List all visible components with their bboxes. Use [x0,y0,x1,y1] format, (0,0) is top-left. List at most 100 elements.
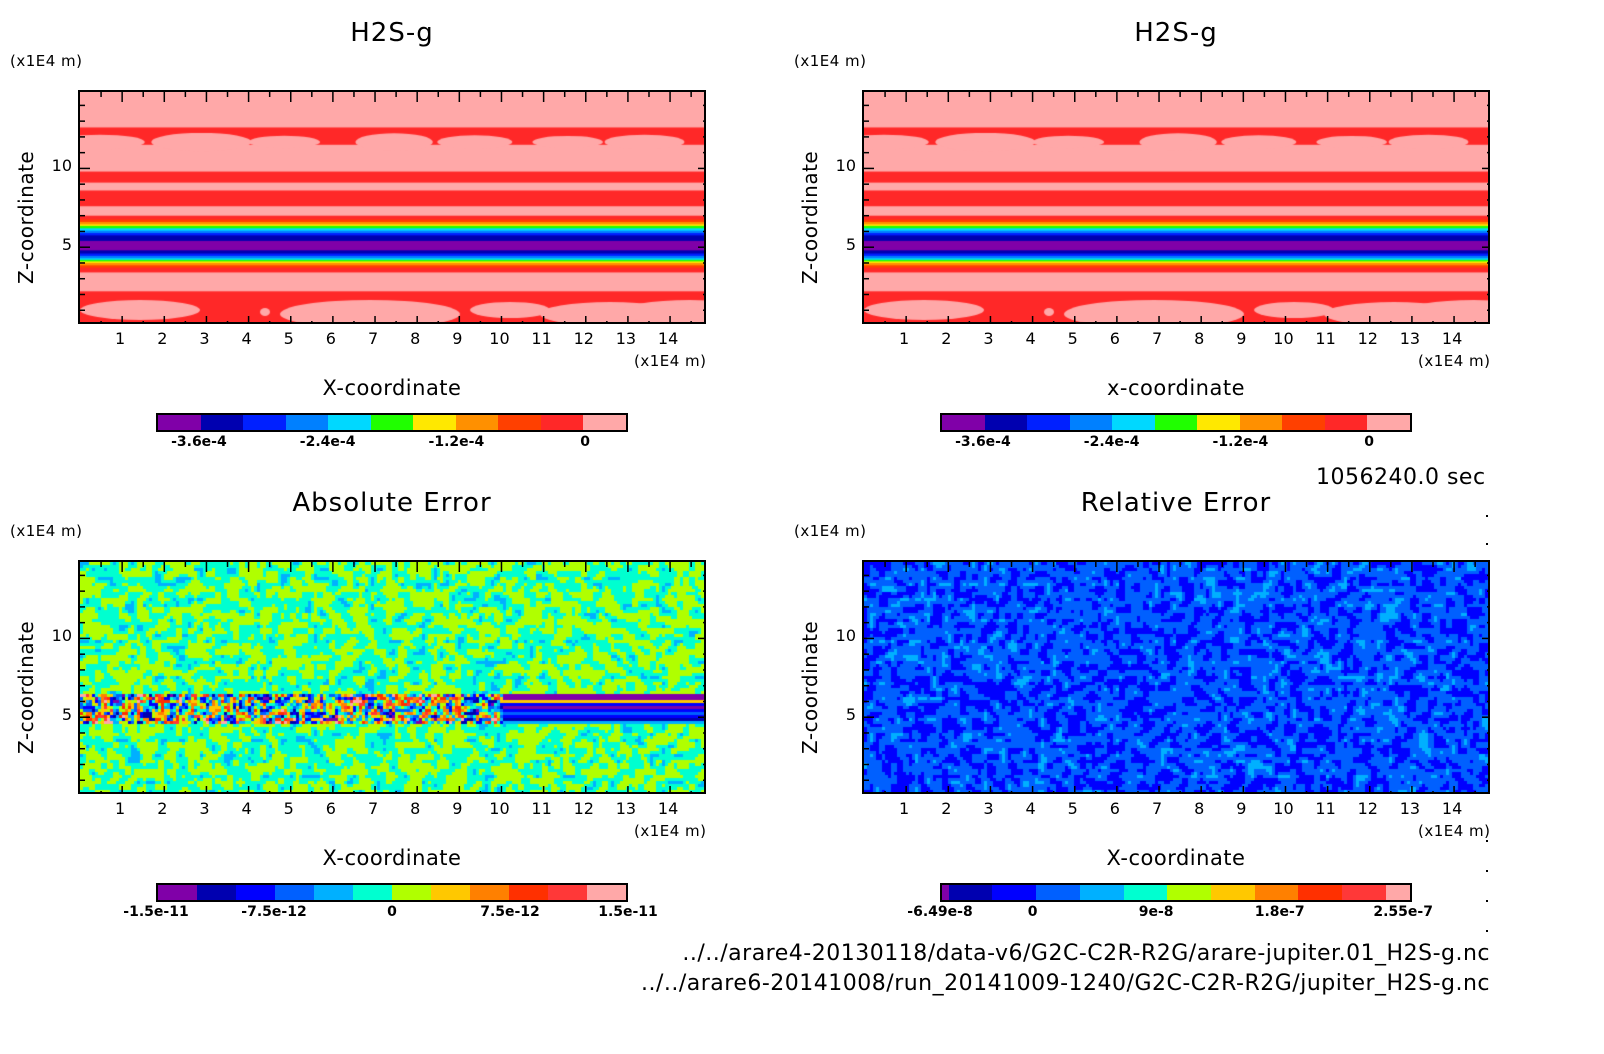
marker-dot [1486,870,1488,872]
y-tick-label: 5 [845,235,856,255]
x-unit-label: (x1E4 m) [1418,352,1491,370]
colorbar-swatch [984,415,1028,430]
y-unit-label: (x1E4 m) [794,52,867,70]
y-unit-label: (x1E4 m) [794,522,867,540]
colorbar-tick-label: 0 [1364,434,1374,450]
contour-field [864,562,1488,792]
colorbar-swatch [197,885,236,900]
x-tick-label: 11 [1315,799,1336,818]
colorbar-swatch [455,415,499,430]
contour-field [80,92,704,322]
colorbar-swatch [1079,885,1124,900]
colorbar-swatch [392,885,431,900]
x-tick-label: 3 [199,799,210,818]
file-path-1: ../../arare4-20130118/data-v6/G2C-C2R-R2… [682,941,1490,966]
x-tick-label: 14 [1441,799,1463,818]
plot-title: Absolute Error [292,488,492,518]
colorbar-swatch [158,415,201,430]
x-tick-label: 6 [1109,329,1120,348]
x-axis-label: x-coordinate [1106,376,1246,400]
colorbar-swatch [1167,885,1211,900]
colorbar-swatch [1239,415,1283,430]
colorbar-tick-label: 1.8e-7 [1254,904,1305,920]
x-tick-label: 1 [115,329,126,348]
x-tick-label: 13 [1399,329,1421,348]
x-tick-label: 2 [157,799,168,818]
x-tick-label: 3 [983,799,994,818]
x-tick-label: 6 [325,329,336,348]
file-path-2: ../../arare6-20141008/run_20141009-1240/… [640,971,1490,996]
y-axis-label: Z-coordinate [798,150,822,284]
colorbar-swatch [1197,415,1240,430]
x-unit-label: (x1E4 m) [634,352,707,370]
marker-dot [1486,840,1488,842]
colorbar-swatch [470,885,509,900]
colorbar-swatch [200,415,244,430]
time-label: 1056240.0 sec [1316,465,1486,490]
x-tick-label: 4 [1025,799,1036,818]
y-tick-label: 5 [61,235,72,255]
x-tick-label: 1 [115,799,126,818]
colorbar-swatch [942,885,949,900]
x-tick-label: 10 [489,799,510,818]
colorbar-swatch [1282,415,1325,430]
x-tick-label: 2 [941,799,952,818]
colorbar-swatch [1027,415,1070,430]
colorbar-swatch [158,885,197,900]
x-tick-label: 13 [1399,799,1421,818]
x-tick-label: 10 [489,329,510,348]
x-tick-label: 9 [452,799,463,818]
x-tick-label: 10 [1273,799,1294,818]
colorbar-swatch [948,885,993,900]
colorbar-tick-label: 9e-8 [1138,904,1174,920]
x-tick-label: 5 [283,799,294,818]
y-tick-label: 10 [51,156,72,176]
colorbar-tick-label: -1.2e-4 [428,434,485,450]
colorbar-swatch [992,885,1037,900]
contour-field [80,562,704,792]
x-tick-label: 8 [1194,329,1205,348]
colorbar-swatch [328,415,371,430]
x-tick-label: 5 [283,329,294,348]
colorbar-tick-label: -3.6e-4 [955,434,1011,450]
y-unit-label: (x1E4 m) [10,52,83,70]
colorbar-tick-label: 2.55e-7 [1373,904,1433,920]
colorbar-tick-label: 0 [387,904,397,920]
x-tick-label: 8 [410,799,421,818]
marker-dot [1486,543,1488,545]
colorbar [940,413,1412,432]
x-tick-label: 14 [657,799,679,818]
x-tick-label: 9 [1236,329,1247,348]
x-tick-label: 8 [410,329,421,348]
colorbar-tick-label: -3.6e-4 [171,434,227,450]
y-tick-label: 5 [61,705,72,725]
x-tick-label: 7 [367,329,379,348]
colorbar-swatch [509,885,548,900]
x-tick-label: 12 [1357,799,1378,818]
colorbar-swatch [1342,885,1386,900]
x-tick-label: 6 [1109,799,1120,818]
axis-ticks [80,562,704,792]
x-tick-label: 5 [1067,799,1078,818]
x-tick-label: 13 [615,329,637,348]
colorbar-swatch [285,415,329,430]
x-tick-label: 11 [1315,329,1336,348]
colorbar [156,883,628,902]
colorbar-tick-label: -6.49e-8 [907,904,973,920]
colorbar-swatch [1069,415,1113,430]
x-tick-label: 1 [899,329,910,348]
y-axis-label: Z-coordinate [798,620,822,754]
y-unit-label: (x1E4 m) [10,522,83,540]
x-tick-label: 5 [1067,329,1078,348]
contour-plot [78,90,706,324]
colorbar-swatch [275,885,314,900]
colorbar-swatch [1154,415,1198,430]
colorbar [940,883,1412,902]
colorbar [156,413,628,432]
x-axis-label: X-coordinate [322,376,462,400]
axis-ticks [80,92,704,322]
x-axis-label: X-coordinate [322,846,462,870]
colorbar-tick-label: -1.2e-4 [1212,434,1269,450]
x-tick-label: 14 [657,329,679,348]
colorbar-swatch [353,885,392,900]
